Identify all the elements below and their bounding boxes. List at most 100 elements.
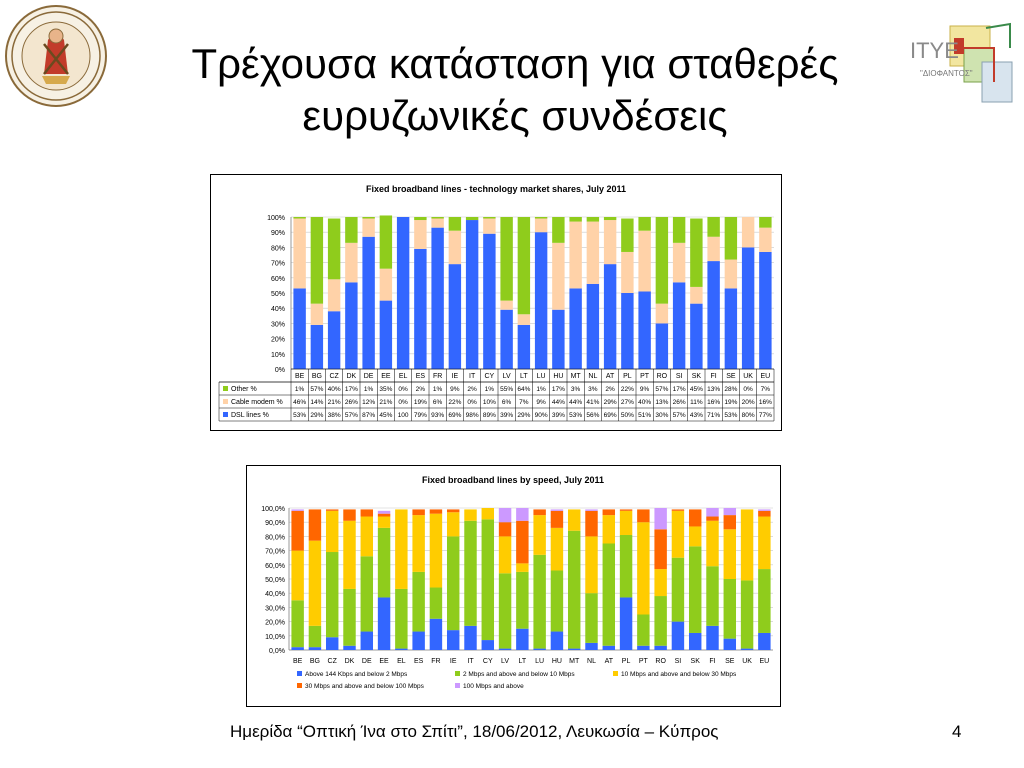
bar-segment xyxy=(759,251,772,369)
bar-segment xyxy=(671,621,685,650)
bar-segment xyxy=(637,522,650,615)
legend-label: Cable modem % xyxy=(231,399,283,406)
data-label: 17% xyxy=(673,386,686,393)
bar-segment xyxy=(586,221,600,284)
bar-segment xyxy=(533,648,546,650)
bar-segment xyxy=(464,625,477,650)
data-label: 20% xyxy=(742,399,755,406)
x-tick-label: PT xyxy=(639,658,649,665)
bar-segment xyxy=(758,509,771,511)
bar-segment xyxy=(325,509,339,511)
y-tick-label: 100,0% xyxy=(261,506,285,513)
bar-segment xyxy=(465,217,479,221)
x-tick-label: ES xyxy=(414,658,424,665)
bar-segment xyxy=(550,510,564,528)
bar-segment xyxy=(740,580,754,649)
chart-title: Fixed broadband lines by speed, July 201… xyxy=(422,475,604,485)
bar-segment xyxy=(345,282,358,369)
bar-segment xyxy=(377,527,391,598)
data-label: 19% xyxy=(414,399,427,406)
bar-segment xyxy=(637,645,650,650)
x-tick-label: CY xyxy=(483,658,493,665)
bar-segment xyxy=(567,648,581,650)
bar-segment xyxy=(395,509,408,589)
x-tick-label: SI xyxy=(676,373,683,380)
data-label: 53% xyxy=(293,412,306,419)
y-tick-label: 20,0% xyxy=(265,620,285,627)
data-label: 55% xyxy=(500,386,513,393)
x-tick-label: IT xyxy=(469,373,476,380)
data-label: 3% xyxy=(588,386,598,393)
bar-segment xyxy=(534,218,548,233)
legend-swatch xyxy=(223,386,228,391)
data-label: 17% xyxy=(552,386,565,393)
x-tick-label: IE xyxy=(450,658,457,665)
bar-segment xyxy=(446,512,460,537)
bar-segment xyxy=(308,647,322,650)
bar-segment xyxy=(550,527,564,571)
bar-segment xyxy=(291,647,304,650)
bar-segment xyxy=(569,217,582,222)
bar-segment xyxy=(343,645,356,650)
data-label: 21% xyxy=(328,399,341,406)
data-label: 44% xyxy=(552,399,565,406)
bar-segment xyxy=(654,645,667,650)
bar-segment xyxy=(395,648,408,650)
bar-segment xyxy=(500,217,513,301)
data-label: 69% xyxy=(448,412,461,419)
ityе-logo: ΙΤΥΕ "ΔΙΟΦΑΝΤΟΣ" xyxy=(906,18,1018,114)
data-label: 0% xyxy=(398,399,408,406)
data-label: 7% xyxy=(761,386,771,393)
y-tick-label: 20% xyxy=(271,337,285,344)
bar-segment xyxy=(550,631,564,650)
bar-segment xyxy=(690,303,703,369)
data-label: 22% xyxy=(448,399,461,406)
bar-segment xyxy=(741,217,755,248)
data-label: 45% xyxy=(690,386,703,393)
data-label: 57% xyxy=(345,412,358,419)
bar-segment xyxy=(706,625,719,650)
bar-segment xyxy=(638,230,651,292)
bar-segment xyxy=(619,510,633,535)
data-label: 16% xyxy=(707,399,720,406)
x-tick-label: SE xyxy=(725,658,735,665)
x-tick-label: EE xyxy=(381,373,391,380)
svg-text:"ΔΙΟΦΑΝΤΟΣ": "ΔΙΟΦΑΝΤΟΣ" xyxy=(920,69,973,78)
bar-segment xyxy=(688,546,702,633)
x-tick-label: DE xyxy=(362,658,372,665)
bar-segment xyxy=(552,242,565,310)
bar-segment xyxy=(758,632,771,650)
bar-segment xyxy=(671,509,685,511)
bar-segment xyxy=(293,217,306,219)
data-label: 26% xyxy=(345,399,358,406)
data-label: 56% xyxy=(586,412,599,419)
y-tick-label: 0,0% xyxy=(269,648,285,655)
bar-segment xyxy=(569,221,582,289)
bar-segment xyxy=(310,217,324,304)
bar-segment xyxy=(429,509,443,514)
svg-text:ΙΤΥΕ: ΙΤΥΕ xyxy=(910,38,959,63)
bar-segment xyxy=(516,563,529,572)
bar-segment xyxy=(602,645,616,650)
x-tick-label: PL xyxy=(623,373,632,380)
x-tick-label: HU xyxy=(553,373,563,380)
data-label: 50% xyxy=(621,412,634,419)
data-label: 9% xyxy=(640,386,650,393)
bar-segment xyxy=(429,513,443,588)
bar-segment xyxy=(308,509,322,541)
legend-swatch xyxy=(297,683,302,688)
bar-segment xyxy=(325,510,339,553)
x-tick-label: DK xyxy=(345,658,355,665)
bar-segment xyxy=(688,509,702,527)
legend-label: 30 Mbps and above and below 100 Mbps xyxy=(305,683,425,690)
y-tick-label: 10% xyxy=(271,352,285,359)
bar-segment xyxy=(446,630,460,650)
bar-segment xyxy=(723,529,737,579)
x-tick-label: ES xyxy=(416,373,426,380)
bar-segment xyxy=(621,218,634,252)
bar-segment xyxy=(723,508,737,516)
bar-segment xyxy=(654,569,667,597)
bar-segment xyxy=(758,569,771,633)
bar-segment xyxy=(431,227,444,369)
bar-segment xyxy=(310,303,324,325)
